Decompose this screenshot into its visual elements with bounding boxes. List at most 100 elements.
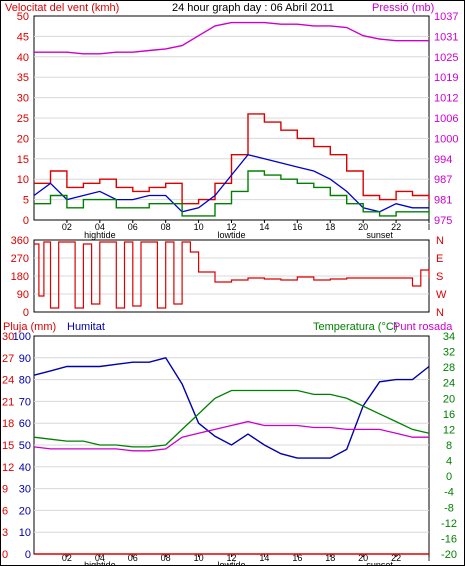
wind-tick-label: 50 bbox=[17, 11, 29, 23]
humidity-tick-label: 30 bbox=[19, 484, 31, 496]
wind-tick-label: 35 bbox=[17, 72, 29, 84]
compass-label: N bbox=[436, 235, 444, 247]
humidity-tick-label: 70 bbox=[19, 396, 31, 408]
temperature-tick-label: 32 bbox=[443, 347, 455, 359]
compass-label: N bbox=[436, 307, 444, 319]
direction-tick-label: 270 bbox=[11, 253, 29, 265]
rain-tick-label: 24 bbox=[2, 375, 14, 387]
temperature-humidity-series bbox=[33, 356, 430, 555]
x-tick-label: 10 bbox=[194, 553, 204, 563]
x-tick-label: 12 bbox=[226, 553, 236, 563]
pressure-axis-title: Pressió (mb) bbox=[372, 2, 434, 14]
x-tick-label: 06 bbox=[128, 553, 138, 563]
pressure-tick-label: 1012 bbox=[434, 93, 458, 105]
temperature-axis-ticks: -20 -16 -12 -8 -4 0 4 8 12 16 20 24 28 32 34 bbox=[441, 331, 457, 561]
x-event-label: hightide bbox=[84, 230, 116, 240]
wind-axis-title: Velocitat del vent (kmh) bbox=[5, 2, 119, 14]
wind-axis-ticks: 0 5 10 15 20 25 30 35 40 45 50 bbox=[17, 11, 29, 227]
x-event-label: hightide bbox=[84, 560, 116, 566]
temperature-tick-label: 24 bbox=[443, 378, 455, 390]
rain-tick-label: 27 bbox=[2, 353, 14, 365]
pressure-tick-label: 981 bbox=[434, 195, 452, 207]
direction-tick-label: 90 bbox=[17, 289, 29, 301]
pressure-tick-label: 1025 bbox=[434, 52, 458, 64]
wind-tick-label: 0 bbox=[23, 215, 29, 227]
x-tick-label: 16 bbox=[292, 222, 302, 232]
x-tick-label: 04 bbox=[95, 222, 105, 232]
pressure-tick-label: 1019 bbox=[434, 72, 458, 84]
temperature-tick-label: -12 bbox=[441, 518, 457, 530]
x-tick-label: 20 bbox=[358, 222, 368, 232]
x-tick-label: 14 bbox=[259, 553, 269, 563]
pressure-tick-label: 994 bbox=[434, 154, 452, 166]
wind-direction-series bbox=[34, 241, 430, 309]
compass-label: E bbox=[436, 253, 443, 265]
x-event-label: lowtide bbox=[217, 560, 245, 566]
humidity-tick-label: 50 bbox=[19, 440, 31, 452]
pressure-tick-label: 1006 bbox=[434, 113, 458, 125]
temperature-tick-label: -20 bbox=[441, 549, 457, 561]
humidity-tick-label: 10 bbox=[19, 527, 31, 539]
temperature-tick-label: 34 bbox=[443, 331, 455, 343]
dewpoint-axis-title: Punt rosada bbox=[393, 321, 453, 333]
temperature-series bbox=[33, 389, 430, 448]
x-event-label: sunset bbox=[366, 230, 393, 240]
temperature-tick-label: -16 bbox=[441, 533, 457, 545]
wind-tick-label: 40 bbox=[17, 52, 29, 64]
graph-title: 24 hour graph day : 06 Abril 2011 bbox=[172, 2, 334, 14]
dewpoint-series bbox=[33, 420, 429, 452]
wind-direction-series bbox=[34, 241, 430, 309]
x-tick-label: I bbox=[428, 553, 431, 563]
x-tick-label: 18 bbox=[325, 553, 335, 563]
x-event-label: sunset bbox=[366, 560, 393, 566]
temperature-tick-label: 0 bbox=[446, 471, 452, 483]
rain-tick-label: 12 bbox=[2, 462, 14, 474]
x-tick-label: 22 bbox=[391, 222, 401, 232]
pressure-axis-ticks: 975 981 987 994 1000 1006 1012 1019 1025 1031 1037 bbox=[434, 11, 458, 227]
pressure-tick-label: 1037 bbox=[434, 11, 458, 23]
temperature-tick-label: 28 bbox=[443, 362, 455, 374]
direction-tick-label: 0 bbox=[23, 307, 29, 319]
rain-tick-label: 30 bbox=[2, 331, 14, 343]
rain-tick-label: 18 bbox=[2, 418, 14, 430]
x-tick-label: 08 bbox=[161, 553, 171, 563]
x-tick-label: 20 bbox=[358, 553, 368, 563]
temperature-grid bbox=[34, 357, 429, 533]
humidity-tick-label: 60 bbox=[19, 418, 31, 430]
humidity-tick-label: 100 bbox=[13, 331, 31, 343]
rain-tick-label: 9 bbox=[2, 484, 8, 496]
pressure-tick-label: 1031 bbox=[434, 31, 458, 43]
temperature-tick-label: 4 bbox=[446, 456, 452, 468]
x-tick-label: 02 bbox=[62, 222, 72, 232]
x-tick-label: 14 bbox=[259, 222, 269, 232]
temperature-tick-label: 8 bbox=[446, 440, 452, 452]
compass-label: W bbox=[436, 289, 447, 301]
rain-tick-label: 6 bbox=[2, 505, 8, 517]
temperature-tick-label: -8 bbox=[444, 502, 454, 514]
temperature-tick-label: 16 bbox=[443, 409, 455, 421]
pressure-series bbox=[34, 21, 429, 55]
rain-axis-title: Pluja (mm) bbox=[3, 321, 56, 333]
x-tick-label: 06 bbox=[128, 222, 138, 232]
humidity-tick-label: 90 bbox=[19, 353, 31, 365]
wind-gust-series bbox=[34, 113, 430, 205]
wind-tick-label: 5 bbox=[23, 195, 29, 207]
x-tick-label: 18 bbox=[325, 222, 335, 232]
wind-average-series bbox=[34, 170, 430, 217]
wind-tick-label: 30 bbox=[17, 93, 29, 105]
humidity-tick-label: 80 bbox=[19, 375, 31, 387]
direction-axis-ticks: 0 90 180 270 360 bbox=[11, 235, 29, 319]
compass-label: S bbox=[436, 271, 443, 283]
temperature-tick-label: -4 bbox=[444, 487, 454, 499]
x-tick-label: 16 bbox=[292, 553, 302, 563]
wind-tick-label: 25 bbox=[17, 113, 29, 125]
temperature-tick-label: 20 bbox=[443, 393, 455, 405]
rain-tick-label: 21 bbox=[2, 396, 14, 408]
wind-pressure-series bbox=[33, 21, 430, 217]
direction-tick-label: 180 bbox=[11, 271, 29, 283]
temperature-tick-label: 12 bbox=[443, 424, 455, 436]
